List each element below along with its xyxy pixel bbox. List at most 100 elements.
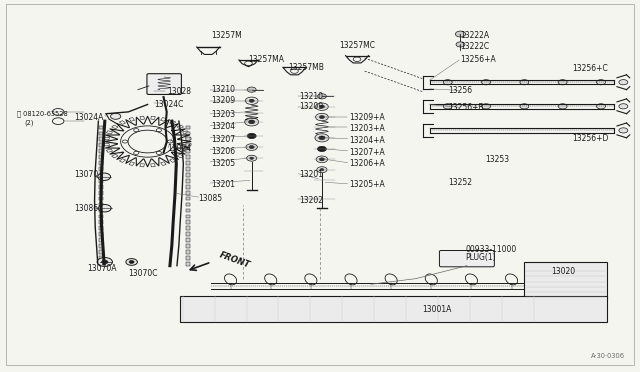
- Text: 13256+A: 13256+A: [461, 55, 496, 64]
- Bar: [99, 215, 103, 218]
- Bar: [140, 164, 145, 167]
- Text: 13024C: 13024C: [154, 100, 183, 109]
- Bar: [99, 232, 103, 236]
- Bar: [99, 197, 103, 201]
- Bar: [120, 121, 125, 124]
- Bar: [186, 185, 189, 189]
- Bar: [99, 191, 103, 195]
- Bar: [129, 118, 134, 121]
- Bar: [186, 137, 191, 140]
- Text: 13253: 13253: [484, 155, 509, 164]
- Bar: [99, 132, 103, 135]
- Circle shape: [247, 87, 256, 92]
- Text: FRONT: FRONT: [218, 250, 251, 270]
- Bar: [99, 250, 103, 254]
- Bar: [106, 149, 113, 152]
- Circle shape: [316, 113, 328, 121]
- Bar: [140, 116, 145, 119]
- Text: 13222C: 13222C: [461, 42, 490, 51]
- Text: 13205+A: 13205+A: [349, 180, 385, 189]
- Circle shape: [134, 129, 139, 132]
- Bar: [186, 132, 189, 135]
- Circle shape: [520, 104, 529, 109]
- Bar: [129, 162, 134, 166]
- Text: 13256: 13256: [448, 86, 472, 95]
- Bar: [99, 221, 103, 224]
- Circle shape: [317, 167, 327, 173]
- Text: 13209+A: 13209+A: [349, 113, 385, 122]
- Bar: [99, 173, 103, 177]
- Circle shape: [319, 116, 324, 119]
- Circle shape: [111, 113, 121, 119]
- Text: 13205: 13205: [211, 159, 236, 168]
- Circle shape: [245, 97, 258, 105]
- Bar: [151, 116, 155, 119]
- Text: 13257M: 13257M: [211, 31, 242, 40]
- Bar: [179, 296, 607, 323]
- Circle shape: [596, 80, 605, 85]
- Circle shape: [481, 80, 490, 85]
- Text: 13222A: 13222A: [461, 31, 490, 40]
- Bar: [99, 256, 103, 260]
- Bar: [99, 185, 103, 189]
- Bar: [99, 227, 103, 230]
- Circle shape: [619, 104, 628, 109]
- Bar: [186, 143, 189, 147]
- Circle shape: [134, 151, 139, 154]
- Bar: [99, 149, 103, 153]
- FancyBboxPatch shape: [147, 74, 181, 94]
- Text: 00933-11000: 00933-11000: [466, 244, 517, 253]
- Bar: [186, 173, 189, 177]
- Bar: [99, 209, 103, 212]
- Circle shape: [520, 80, 529, 85]
- Circle shape: [246, 144, 257, 150]
- Bar: [161, 118, 166, 121]
- Bar: [186, 191, 189, 195]
- Bar: [99, 155, 103, 159]
- Bar: [186, 143, 191, 146]
- Bar: [104, 143, 109, 146]
- Circle shape: [619, 80, 628, 85]
- Bar: [99, 238, 103, 242]
- Bar: [111, 125, 118, 129]
- Text: 13201: 13201: [300, 170, 324, 179]
- Circle shape: [122, 140, 127, 143]
- Text: PLUG(1): PLUG(1): [466, 253, 496, 262]
- Text: 13256+B: 13256+B: [448, 103, 483, 112]
- Text: 13204+A: 13204+A: [349, 136, 385, 145]
- Bar: [186, 215, 189, 218]
- Bar: [186, 149, 189, 153]
- Bar: [99, 143, 103, 147]
- Circle shape: [596, 104, 605, 109]
- Circle shape: [102, 260, 108, 264]
- Bar: [186, 126, 189, 129]
- Circle shape: [315, 134, 329, 142]
- Text: 13210: 13210: [300, 92, 324, 101]
- Circle shape: [249, 99, 254, 102]
- Bar: [99, 161, 103, 165]
- Circle shape: [246, 155, 257, 161]
- Circle shape: [317, 146, 326, 151]
- Bar: [186, 256, 189, 260]
- Circle shape: [319, 158, 324, 161]
- Text: 13206+A: 13206+A: [349, 159, 385, 168]
- Bar: [186, 244, 189, 248]
- Bar: [106, 131, 113, 134]
- Bar: [170, 159, 176, 162]
- Circle shape: [319, 136, 325, 140]
- Text: 13070A: 13070A: [87, 264, 116, 273]
- Text: 13207: 13207: [211, 135, 236, 144]
- Circle shape: [558, 104, 567, 109]
- Text: 13024A: 13024A: [74, 113, 104, 122]
- Text: 13001A: 13001A: [422, 305, 452, 314]
- Bar: [524, 262, 607, 299]
- Circle shape: [481, 104, 490, 109]
- Bar: [111, 154, 118, 158]
- Bar: [186, 203, 189, 206]
- Circle shape: [156, 151, 161, 154]
- Text: 13257MA: 13257MA: [248, 55, 284, 64]
- Text: 13086: 13086: [74, 204, 99, 213]
- Bar: [161, 162, 166, 166]
- Text: 13210: 13210: [211, 85, 236, 94]
- Circle shape: [320, 169, 324, 171]
